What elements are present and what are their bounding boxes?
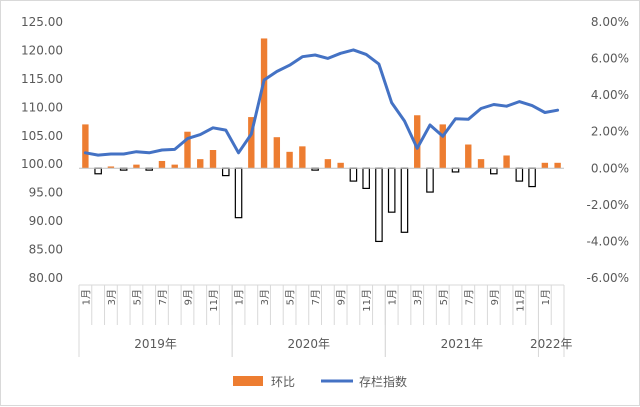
bar: [158, 160, 166, 169]
bar: [414, 115, 421, 169]
left-tick-label: 95.00: [29, 186, 63, 200]
right-tick-label: 6.00%: [591, 52, 629, 66]
month-label: 7月: [463, 289, 475, 305]
left-tick-label: 125.00: [21, 15, 63, 29]
month-label: 1月: [387, 289, 399, 305]
month-label: 11月: [514, 289, 526, 312]
year-label: 2022年: [530, 337, 573, 351]
bar: [260, 38, 268, 169]
month-label: 1月: [80, 289, 92, 305]
legend-swatch-bar: [233, 376, 263, 386]
left-tick-label: 80.00: [29, 271, 63, 285]
year-label: 2021年: [441, 337, 484, 351]
month-label: 3月: [412, 289, 424, 305]
month-label: 5月: [131, 289, 143, 305]
month-label: 7月: [310, 289, 322, 305]
bar: [400, 167, 409, 233]
bar: [515, 167, 524, 182]
bar: [94, 167, 102, 175]
bar: [426, 167, 434, 193]
left-tick-label: 120.00: [21, 43, 63, 57]
bar: [451, 167, 460, 173]
stock-index-line: [83, 48, 560, 157]
left-tick-label: 110.00: [21, 100, 63, 114]
mom-bars: [82, 38, 561, 243]
bar: [490, 167, 498, 175]
bar: [324, 159, 332, 169]
right-tick-label: -4.00%: [587, 234, 629, 248]
right-tick-label: 4.00%: [591, 88, 629, 102]
right-tick-label: 0.00%: [591, 161, 629, 175]
bar: [337, 162, 344, 169]
left-tick-label: 85.00: [29, 243, 63, 257]
bar: [528, 167, 536, 188]
bar: [387, 167, 396, 213]
bar: [197, 159, 204, 169]
bar: [82, 124, 89, 169]
bar: [234, 167, 243, 219]
month-label: 5月: [438, 289, 450, 305]
right-tick-label: 2.00%: [591, 125, 629, 139]
bar: [171, 164, 178, 169]
month-label: 11月: [361, 289, 373, 312]
bar: [209, 150, 217, 169]
bar: [503, 155, 510, 169]
bar: [133, 164, 140, 169]
legend: 环比 存栏指数: [233, 374, 407, 389]
month-label: 1月: [234, 289, 246, 305]
month-label: 7月: [157, 289, 169, 305]
year-label: 2019年: [134, 337, 177, 351]
bar: [299, 146, 306, 169]
legend-label: 环比: [271, 375, 295, 389]
bar: [362, 167, 370, 190]
bar: [477, 159, 485, 169]
right-axis: -6.00% -4.00% -2.00% 0.00% 2.00% 4.00% 6.00% 8.…: [587, 15, 629, 285]
month-label: 5月: [285, 289, 297, 305]
bar: [273, 137, 281, 169]
series-line: [83, 48, 560, 157]
bar: [375, 167, 383, 243]
bar: [541, 162, 549, 169]
bar: [465, 144, 472, 169]
month-label: 3月: [259, 289, 271, 305]
month-label: 9月: [489, 289, 501, 305]
month-label: 1月: [540, 289, 552, 305]
month-label: 3月: [106, 289, 118, 305]
month-label: 9月: [336, 289, 348, 305]
right-tick-label: 8.00%: [591, 15, 629, 29]
bar: [439, 124, 446, 169]
left-axis: 80.00 85.00 90.00 95.00 100.00 105.00 110.00 11…: [21, 15, 63, 285]
bar: [554, 162, 561, 169]
left-tick-label: 105.00: [21, 129, 63, 143]
bar: [286, 151, 293, 169]
bar: [184, 131, 191, 169]
bar: [221, 167, 230, 177]
month-label: 9月: [182, 289, 194, 305]
month-label: 11月: [208, 289, 220, 312]
right-tick-label: -2.00%: [587, 198, 629, 212]
legend-label: 存栏指数: [359, 374, 407, 389]
left-tick-label: 90.00: [29, 214, 63, 228]
bar: [107, 166, 115, 169]
x-axis: 1月 3月 5月 7月 9月 11月 1月 3月 5月 7月 9月 11月 1月 3月 5月 7月 9月 11月 1…: [78, 167, 573, 357]
bar: [248, 117, 255, 169]
right-tick-label: -6.00%: [587, 271, 629, 285]
left-tick-label: 100.00: [21, 157, 63, 171]
year-label: 2020年: [287, 337, 330, 351]
bar: [349, 167, 358, 182]
left-tick-label: 115.00: [21, 72, 63, 86]
